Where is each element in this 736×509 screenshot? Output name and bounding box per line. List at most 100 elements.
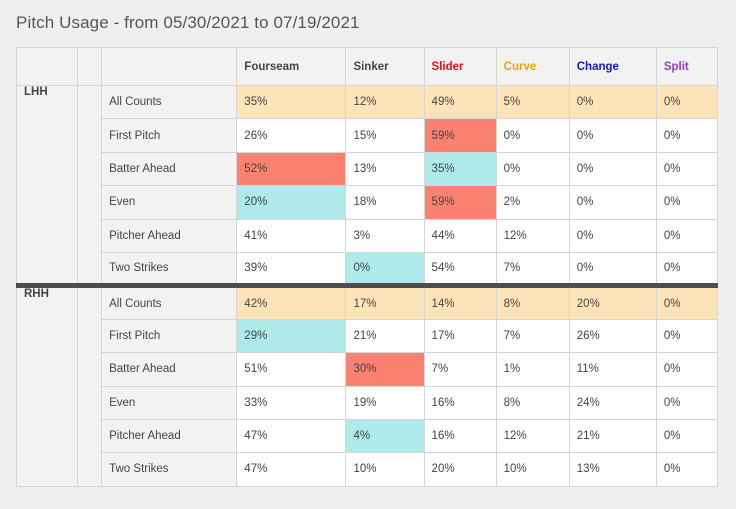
- column-header-slider: Slider: [423, 47, 497, 86]
- usage-cell: 29%: [236, 318, 347, 354]
- usage-cell: 8%: [495, 283, 570, 320]
- usage-cell: 0%: [655, 352, 719, 387]
- usage-cell: 26%: [236, 118, 347, 153]
- usage-cell: 39%: [236, 251, 347, 287]
- usage-cell: 44%: [423, 218, 497, 253]
- count-label: Two Strikes: [101, 452, 238, 487]
- usage-cell: 7%: [495, 251, 570, 287]
- table-row: Two Strikes 39% 0% 54% 7% 0% 0%: [17, 251, 719, 287]
- usage-cell: 24%: [568, 385, 657, 420]
- usage-cell: 0%: [495, 151, 570, 187]
- table-row: Pitcher Ahead 41% 3% 44% 12% 0% 0%: [17, 218, 719, 253]
- usage-cell: 49%: [423, 84, 497, 120]
- usage-cell: 0%: [568, 251, 657, 287]
- usage-cell: 10%: [495, 452, 570, 487]
- usage-cell: 21%: [345, 318, 425, 354]
- usage-cell: 18%: [345, 185, 425, 220]
- usage-cell: 13%: [568, 452, 657, 487]
- usage-cell: 54%: [423, 251, 497, 287]
- usage-cell: 0%: [495, 118, 570, 153]
- usage-cell: 15%: [345, 118, 425, 153]
- table-row: Two Strikes 47% 10% 20% 10% 13% 0%: [17, 452, 719, 487]
- count-label: All Counts: [101, 84, 238, 120]
- usage-cell: 0%: [655, 84, 719, 120]
- usage-cell: 0%: [655, 218, 719, 253]
- usage-cell: 0%: [568, 118, 657, 153]
- table-row: Pitcher Ahead 47% 4% 16% 12% 21% 0%: [17, 418, 719, 454]
- usage-cell: 35%: [423, 151, 497, 187]
- usage-cell: 52%: [236, 151, 347, 187]
- usage-cell: 0%: [345, 251, 425, 287]
- usage-cell: 26%: [568, 318, 657, 354]
- usage-cell: 0%: [655, 418, 719, 454]
- table-row: First Pitch 26% 15% 59% 0% 0% 0%: [17, 118, 719, 153]
- usage-cell: 51%: [236, 352, 347, 387]
- usage-cell: 0%: [568, 84, 657, 120]
- usage-cell: 21%: [568, 418, 657, 454]
- usage-cell: 1%: [495, 352, 570, 387]
- count-label: Batter Ahead: [101, 352, 238, 387]
- usage-cell: 7%: [423, 352, 497, 387]
- pitch-usage-table: Fourseam Sinker Slider Curve Change Spli…: [15, 47, 719, 487]
- usage-cell: 59%: [423, 185, 497, 220]
- usage-cell: 10%: [345, 452, 425, 487]
- column-header-fourseam: Fourseam: [236, 47, 347, 86]
- usage-cell: 12%: [495, 418, 570, 454]
- count-label: First Pitch: [101, 118, 238, 153]
- usage-cell: 3%: [345, 218, 425, 253]
- usage-cell: 0%: [568, 185, 657, 220]
- usage-cell: 0%: [568, 151, 657, 187]
- usage-cell: 0%: [568, 218, 657, 253]
- usage-cell: 17%: [345, 283, 425, 320]
- lhh-group: LHH All Counts 35% 12% 49% 5% 0% 0% First Pitch 2…: [15, 84, 719, 287]
- usage-cell: 42%: [236, 283, 347, 320]
- usage-cell: 13%: [345, 151, 425, 187]
- usage-cell: 47%: [236, 418, 347, 454]
- page-title: Pitch Usage - from 05/30/2021 to 07/19/2…: [16, 13, 360, 32]
- table-row: Batter Ahead 51% 30% 7% 1% 11% 0%: [17, 352, 719, 387]
- usage-cell: 33%: [236, 385, 347, 420]
- count-label: Batter Ahead: [101, 151, 238, 187]
- usage-cell: 14%: [423, 283, 497, 320]
- usage-cell: 0%: [655, 151, 719, 187]
- usage-cell: 16%: [423, 385, 497, 420]
- usage-cell: 8%: [495, 385, 570, 420]
- usage-cell: 2%: [495, 185, 570, 220]
- usage-cell: 47%: [236, 452, 347, 487]
- group-label: RHH: [15, 283, 79, 487]
- group-spacer: [77, 283, 103, 487]
- usage-cell: 41%: [236, 218, 347, 253]
- usage-cell: 19%: [345, 385, 425, 420]
- header-blank-group: [15, 47, 79, 86]
- column-header-curve: Curve: [495, 47, 570, 86]
- usage-cell: 5%: [495, 84, 570, 120]
- usage-cell: 4%: [345, 418, 425, 454]
- count-label: First Pitch: [101, 318, 238, 354]
- usage-cell: 11%: [568, 352, 657, 387]
- table-row: Batter Ahead 52% 13% 35% 0% 0% 0%: [17, 151, 719, 187]
- usage-cell: 0%: [655, 118, 719, 153]
- header-row: Fourseam Sinker Slider Curve Change Spli…: [15, 47, 719, 86]
- usage-cell: 0%: [655, 318, 719, 354]
- group-spacer: [77, 84, 103, 287]
- count-label: All Counts: [101, 283, 238, 320]
- rhh-group: RHH All Counts 42% 17% 14% 8% 20% 0% First Pitch…: [15, 283, 719, 487]
- usage-cell: 7%: [495, 318, 570, 354]
- usage-cell: 0%: [655, 385, 719, 420]
- usage-cell: 0%: [655, 283, 719, 320]
- usage-cell: 59%: [423, 118, 497, 153]
- table-row: Even 20% 18% 59% 2% 0% 0%: [17, 185, 719, 220]
- usage-cell: 16%: [423, 418, 497, 454]
- usage-cell: 0%: [655, 452, 719, 487]
- table-row: RHH All Counts 42% 17% 14% 8% 20% 0%: [15, 283, 719, 487]
- count-label: Even: [101, 185, 238, 220]
- column-header-sinker: Sinker: [345, 47, 425, 86]
- usage-cell: 20%: [423, 452, 497, 487]
- count-label: Pitcher Ahead: [101, 218, 238, 253]
- count-label: Two Strikes: [101, 251, 238, 287]
- usage-cell: 20%: [568, 283, 657, 320]
- count-label: Even: [101, 385, 238, 420]
- usage-cell: 30%: [345, 352, 425, 387]
- usage-cell: 17%: [423, 318, 497, 354]
- header-blank-spacer: [77, 47, 103, 86]
